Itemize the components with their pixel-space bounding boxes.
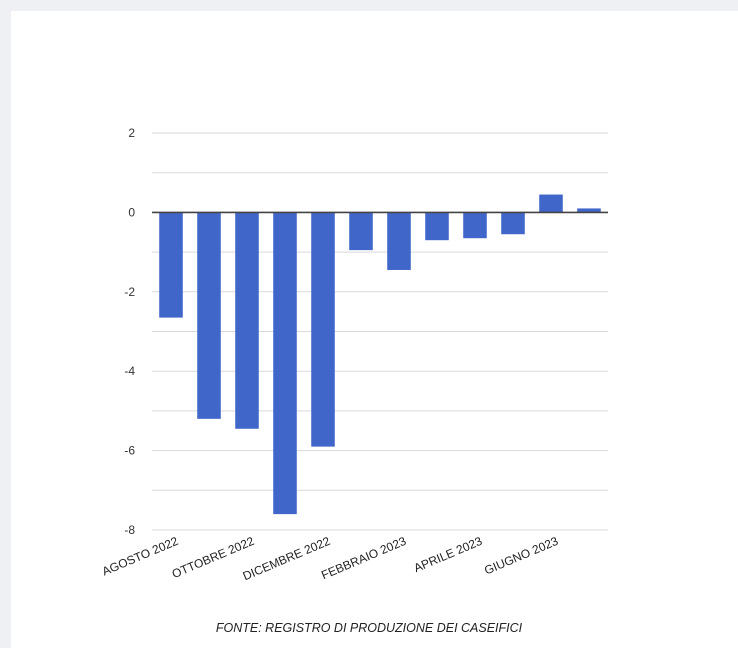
- y-axis-tick-labels: 2 0 -2 -4 -6 -8: [124, 126, 135, 537]
- bar: [577, 208, 601, 213]
- x-category-label: FEBBRAIO 2023: [319, 534, 408, 582]
- bar: [349, 212, 373, 251]
- source-note: FONTE: REGISTRO DI PRODUZIONE DEI CASEIF…: [215, 621, 523, 635]
- y-tick-label: -4: [124, 364, 135, 378]
- x-category-label: APRILE 2023: [412, 534, 485, 575]
- bar: [197, 212, 221, 419]
- bar: [387, 212, 411, 270]
- bar: [311, 212, 335, 447]
- x-category-label: GIUGNO 2023: [482, 534, 560, 578]
- bars: [159, 194, 601, 515]
- x-category-label: DICEMBRE 2022: [241, 534, 333, 583]
- gridlines: [152, 132, 608, 531]
- x-category-label: AGOSTO 2022: [100, 534, 180, 579]
- bar: [273, 212, 297, 515]
- bar: [463, 212, 487, 239]
- chart-card: [11, 11, 738, 648]
- bar: [425, 212, 449, 241]
- bar: [235, 212, 259, 429]
- y-tick-label: -2: [124, 285, 135, 299]
- y-tick-label: -6: [124, 444, 135, 458]
- bar: [159, 212, 183, 318]
- y-tick-label: -8: [124, 523, 135, 537]
- bar: [539, 194, 563, 213]
- bar: [501, 212, 525, 235]
- y-tick-label: 0: [128, 205, 135, 219]
- y-tick-label: 2: [128, 126, 135, 140]
